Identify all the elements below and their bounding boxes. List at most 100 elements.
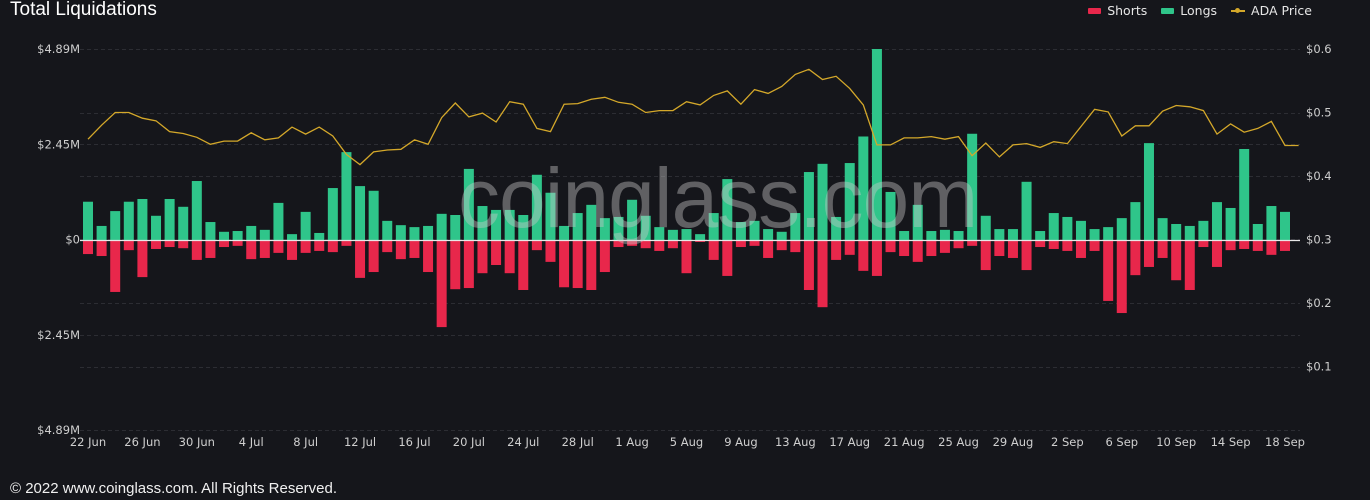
shorts-bar[interactable] [1089, 240, 1100, 251]
shorts-bar[interactable] [722, 240, 733, 276]
longs-bar[interactable] [463, 168, 474, 240]
longs-bar[interactable] [844, 163, 855, 240]
longs-bar[interactable] [246, 225, 257, 240]
longs-bar[interactable] [450, 215, 461, 240]
shorts-bar[interactable] [790, 240, 801, 253]
longs-bar[interactable] [341, 152, 352, 240]
longs-bar[interactable] [164, 198, 175, 240]
shorts-bar[interactable] [627, 240, 638, 246]
longs-bar[interactable] [926, 231, 937, 240]
longs-bar[interactable] [477, 206, 488, 240]
longs-bar[interactable] [572, 213, 583, 240]
shorts-bar[interactable] [382, 240, 393, 253]
longs-bar[interactable] [110, 211, 121, 240]
longs-bar[interactable] [287, 234, 298, 240]
ada-price-line[interactable] [87, 68, 1299, 166]
shorts-bar[interactable] [735, 240, 746, 248]
longs-bar[interactable] [409, 227, 420, 240]
longs-bar[interactable] [790, 213, 801, 240]
longs-bar[interactable] [178, 206, 189, 240]
longs-bar[interactable] [912, 204, 923, 240]
shorts-bar[interactable] [83, 240, 93, 255]
longs-bar[interactable] [817, 163, 828, 240]
shorts-bar[interactable] [1157, 240, 1168, 258]
longs-bar[interactable] [273, 202, 284, 240]
longs-bar[interactable] [708, 213, 719, 240]
shorts-bar[interactable] [654, 240, 665, 251]
longs-bar[interactable] [640, 215, 651, 240]
shorts-bar[interactable] [1143, 240, 1154, 267]
longs-bar[interactable] [1280, 211, 1290, 240]
shorts-bar[interactable] [953, 240, 964, 249]
shorts-bar[interactable] [1062, 240, 1073, 251]
shorts-bar[interactable] [858, 240, 869, 271]
shorts-bar[interactable] [667, 240, 678, 249]
shorts-bar[interactable] [1116, 240, 1127, 314]
shorts-bar[interactable] [1035, 240, 1046, 248]
longs-bar[interactable] [1048, 213, 1059, 240]
longs-bar[interactable] [654, 227, 665, 240]
shorts-bar[interactable] [395, 240, 406, 260]
shorts-bar[interactable] [205, 240, 216, 258]
longs-bar[interactable] [436, 213, 447, 240]
longs-bar[interactable] [613, 216, 624, 240]
longs-bar[interactable] [681, 229, 692, 240]
longs-bar[interactable] [1035, 231, 1046, 240]
longs-bar[interactable] [219, 231, 230, 240]
shorts-bar[interactable] [287, 240, 298, 260]
longs-bar[interactable] [1007, 229, 1018, 240]
shorts-bar[interactable] [314, 240, 325, 251]
longs-bar[interactable] [599, 218, 610, 240]
longs-bar[interactable] [1130, 202, 1141, 240]
legend-item-shorts[interactable]: Shorts [1088, 3, 1147, 18]
shorts-bar[interactable] [436, 240, 447, 328]
longs-bar[interactable] [1062, 216, 1073, 240]
shorts-bar[interactable] [1239, 240, 1250, 249]
longs-bar[interactable] [545, 192, 556, 240]
longs-bar[interactable] [259, 229, 270, 240]
longs-bar[interactable] [423, 225, 434, 240]
shorts-bar[interactable] [967, 240, 978, 246]
shorts-bar[interactable] [926, 240, 937, 257]
shorts-bar[interactable] [599, 240, 610, 273]
shorts-bar[interactable] [899, 240, 910, 257]
shorts-bar[interactable] [994, 240, 1005, 257]
longs-bar[interactable] [355, 186, 366, 240]
longs-bar[interactable] [1116, 218, 1127, 240]
longs-bar[interactable] [1225, 207, 1236, 240]
shorts-bar[interactable] [368, 240, 379, 273]
shorts-bar[interactable] [1103, 240, 1114, 301]
shorts-bars[interactable] [83, 240, 1290, 328]
shorts-bar[interactable] [1048, 240, 1059, 249]
shorts-bar[interactable] [831, 240, 842, 260]
shorts-bar[interactable] [300, 240, 311, 253]
shorts-bar[interactable] [1198, 240, 1209, 248]
longs-bar[interactable] [191, 181, 202, 240]
liquidations-chart[interactable]: $4.89M$2.45M$0$2.45M$4.89M $0.6$0.5$0.4$… [0, 0, 1370, 470]
shorts-bar[interactable] [178, 240, 189, 249]
shorts-bar[interactable] [559, 240, 570, 288]
shorts-bar[interactable] [491, 240, 502, 265]
longs-bar[interactable] [83, 201, 93, 240]
longs-bar[interactable] [586, 204, 597, 240]
shorts-bar[interactable] [1211, 240, 1222, 267]
longs-bar[interactable] [1198, 220, 1209, 240]
shorts-bar[interactable] [259, 240, 270, 258]
shorts-bar[interactable] [164, 240, 175, 248]
shorts-bar[interactable] [273, 240, 284, 253]
shorts-bar[interactable] [477, 240, 488, 274]
shorts-bar[interactable] [1252, 240, 1263, 251]
shorts-bar[interactable] [137, 240, 148, 278]
longs-bar[interactable] [96, 225, 107, 240]
shorts-bar[interactable] [640, 240, 651, 249]
longs-bar[interactable] [327, 188, 338, 240]
shorts-bar[interactable] [912, 240, 923, 262]
shorts-bar[interactable] [450, 240, 461, 290]
longs-bar[interactable] [953, 231, 964, 240]
shorts-bar[interactable] [545, 240, 556, 262]
shorts-bar[interactable] [504, 240, 515, 274]
shorts-bar[interactable] [1021, 240, 1032, 271]
shorts-bar[interactable] [232, 240, 243, 246]
shorts-bar[interactable] [1225, 240, 1236, 251]
shorts-bar[interactable] [980, 240, 991, 271]
